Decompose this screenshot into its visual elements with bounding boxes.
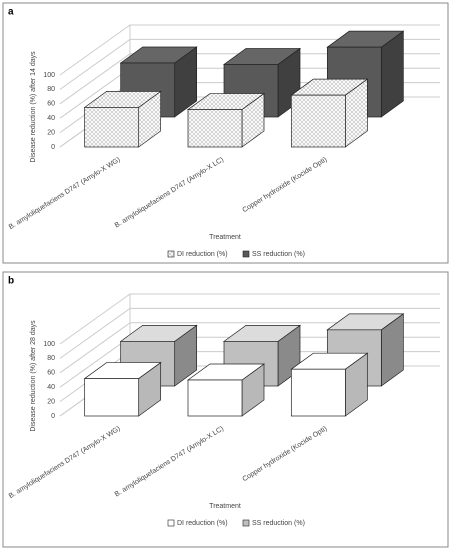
bar: [186, 363, 266, 417]
grid-side: [59, 322, 131, 374]
bar: [83, 90, 162, 148]
grid-side: [59, 38, 131, 90]
grid-line: [59, 24, 440, 76]
bar: [83, 361, 162, 417]
bar-front: [187, 109, 243, 148]
x-axis-label: Treatment: [209, 234, 241, 241]
legend-label: SS reduction (%): [252, 251, 305, 258]
panel-label: b: [8, 276, 14, 287]
legend-swatch: [242, 519, 250, 527]
bar: [186, 92, 266, 148]
grid-side: [59, 307, 131, 359]
y-axis-label: Disease reduction (%) after 28 days: [30, 320, 37, 432]
bar: [290, 78, 369, 148]
y-tick-label: 80: [47, 86, 55, 93]
y-tick-label: 40: [47, 384, 55, 391]
x-tick-label: B. amyloliquefaciens D747 (Amylo-X LC): [114, 425, 225, 498]
y-tick-label: 60: [47, 370, 55, 377]
bar-front: [84, 107, 140, 148]
grid-side: [59, 67, 131, 119]
grid-line: [59, 307, 440, 359]
bar-front: [290, 368, 346, 417]
x-axis-label: Treatment: [209, 503, 241, 510]
bar-front: [290, 94, 346, 148]
grid-side: [59, 24, 131, 76]
x-tick-label: B. amyloliquefaciens D747 (Amylo-X WG): [8, 425, 122, 500]
x-tick-label: Copper hydroxide (Kocide Opti): [241, 156, 328, 214]
y-tick-label: 0: [51, 413, 55, 420]
y-tick-label: 60: [47, 101, 55, 108]
x-tick-label: Copper hydroxide (Kocide Opti): [241, 425, 328, 483]
panel-border: [2, 2, 449, 264]
grid-side: [59, 336, 131, 388]
y-tick-label: 40: [47, 115, 55, 122]
y-tick-label: 100: [43, 72, 55, 79]
panel-label: a: [8, 7, 14, 18]
legend-label: SS reduction (%): [252, 520, 305, 527]
bar-front: [84, 378, 140, 417]
y-axis-label: Disease reduction (%) after 14 days: [30, 51, 37, 163]
panel-border: [2, 271, 449, 548]
bar-front: [187, 379, 243, 417]
y-tick-label: 100: [43, 341, 55, 348]
x-tick-label: B. amyloliquefaciens D747 (Amylo-X LC): [114, 156, 225, 229]
legend-swatch: [167, 250, 175, 258]
legend-swatch: [242, 250, 250, 258]
legend-swatch: [167, 519, 175, 527]
legend-label: DI reduction (%): [177, 520, 228, 527]
y-tick-label: 20: [47, 129, 55, 136]
y-tick-label: 80: [47, 355, 55, 362]
legend-label: DI reduction (%): [177, 251, 228, 258]
grid-side: [59, 293, 131, 345]
grid-side: [59, 53, 131, 105]
grid-line: [59, 293, 440, 345]
bar: [290, 352, 369, 417]
y-tick-label: 0: [51, 144, 55, 151]
y-tick-label: 20: [47, 398, 55, 405]
x-tick-label: B. amyloliquefaciens D747 (Amylo-X WG): [8, 156, 122, 231]
